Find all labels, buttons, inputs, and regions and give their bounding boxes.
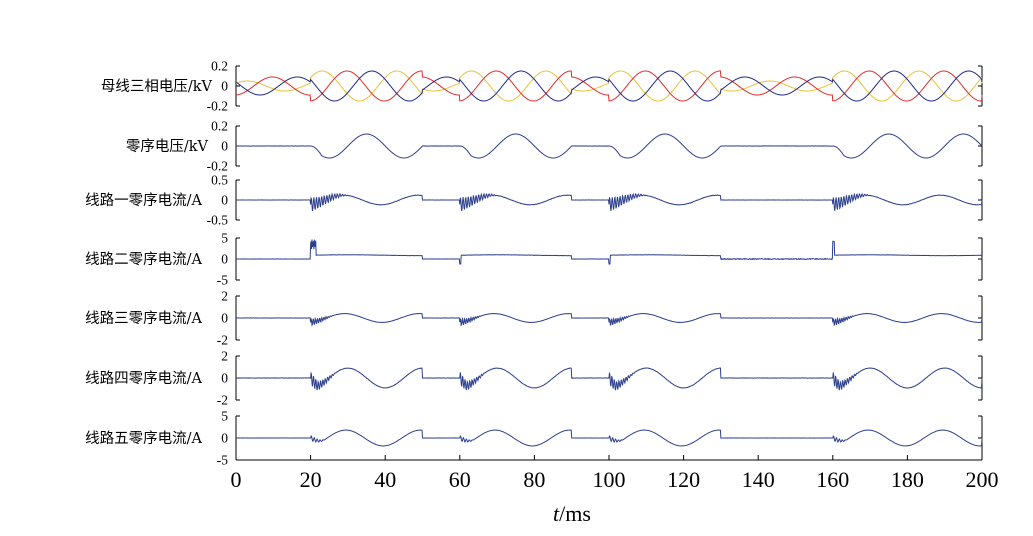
x-tick-label: 100: [593, 467, 626, 492]
panel-6-ytick-label: -2: [217, 393, 228, 408]
panel-2-ytick-label: 0.2: [211, 119, 228, 134]
panel-7-ytick-label: 5: [221, 409, 228, 424]
panel-4-ytick-label: 5: [221, 231, 228, 246]
panel-3-series-1-line: [235, 192, 983, 212]
panel-4: 线路二零序电流/A 5 0 -5: [85, 231, 983, 288]
panel-5-ylabel: 线路三零序电流/A: [85, 310, 202, 327]
panel-6-ytick-label: 2: [221, 349, 228, 364]
panel-1: 母线三相电压/kV 0.2 0 -0.2: [101, 59, 983, 114]
panel-2-ytick-label: 0: [221, 139, 228, 154]
panel-3-ylabel: 线路一零序电流/A: [85, 192, 202, 209]
panel-2-ytick-label: -0.2: [207, 159, 228, 174]
x-axis: 0 20 40 60 80 100 120 140 160 180 200: [231, 455, 999, 492]
x-axis-label-variable: t: [553, 501, 560, 526]
panel-7: 线路五零序电流/A 5 0 -5: [85, 409, 983, 468]
x-tick-label: 160: [816, 467, 849, 492]
panel-4-ytick-label: 0: [221, 252, 228, 267]
x-axis-label: t/ms: [553, 501, 591, 526]
x-tick-label: 200: [966, 467, 999, 492]
panel-1-series-1-line: [235, 70, 983, 102]
panel-4-ytick-label: -5: [217, 273, 228, 288]
x-tick-label: 80: [523, 467, 545, 492]
panel-1-ytick-label: 0.2: [211, 59, 228, 74]
panel-6-ylabel: 线路四零序电流/A: [85, 370, 202, 387]
panel-1-series-2-line: [235, 70, 983, 102]
panel-1-series-3-line: [235, 70, 983, 102]
x-tick-label: 140: [742, 467, 775, 492]
x-tick-label: 180: [891, 467, 924, 492]
panel-7-ytick-label: 0: [221, 431, 228, 446]
panel-1-ytick-label: -0.2: [207, 99, 228, 114]
panel-3-ytick-label: 0: [221, 193, 228, 208]
panel-3-ytick-label: 0.5: [211, 173, 228, 188]
panel-1-ylabel: 母线三相电压/kV: [101, 78, 213, 95]
panel-4-ylabel: 线路二零序电流/A: [85, 251, 202, 268]
panel-2: 零序电压/kV0.2 0 -0.2: [126, 119, 983, 174]
panel-5-ytick-label: 2: [221, 289, 228, 304]
x-tick-label: 20: [300, 467, 322, 492]
panel-6-ytick-label: 0: [221, 371, 228, 386]
panel-2-series-1-line: [235, 133, 983, 159]
x-axis-label-unit: /ms: [559, 501, 591, 526]
panel-2-ylabel: 零序电压/kV: [126, 138, 209, 155]
panel-3-ytick-label: -0.5: [207, 213, 229, 228]
panel-5-ytick-label: 0: [221, 311, 228, 326]
panel-1-ytick-label: 0: [221, 79, 228, 94]
panel-7-ytick-label: -5: [217, 453, 228, 468]
x-tick-label: 60: [449, 467, 471, 492]
panel-6-series-1-line: [235, 367, 983, 391]
x-tick-label: 0: [231, 467, 242, 492]
panel-7-series-1-line: [235, 429, 983, 447]
panel-5-series-1-line: [235, 312, 983, 327]
panel-5: 线路三零序电流/A 2 0 -2: [85, 289, 983, 348]
panel-6: 线路四零序电流/A 2 0 -2: [85, 349, 983, 408]
panel-4-series-1-line: [235, 239, 983, 265]
panel-3: 线路一零序电流/A 0.5 0 -0.5: [85, 173, 983, 228]
x-tick-label: 40: [374, 467, 396, 492]
panel-5-ytick-label: -2: [217, 333, 228, 348]
panels: 母线三相电压/kV0.20-0.2零序电压/kV0.20-0.2线路一零序电流/…: [85, 59, 983, 468]
panel-7-ylabel: 线路五零序电流/A: [85, 430, 202, 447]
x-tick-label: 120: [667, 467, 700, 492]
